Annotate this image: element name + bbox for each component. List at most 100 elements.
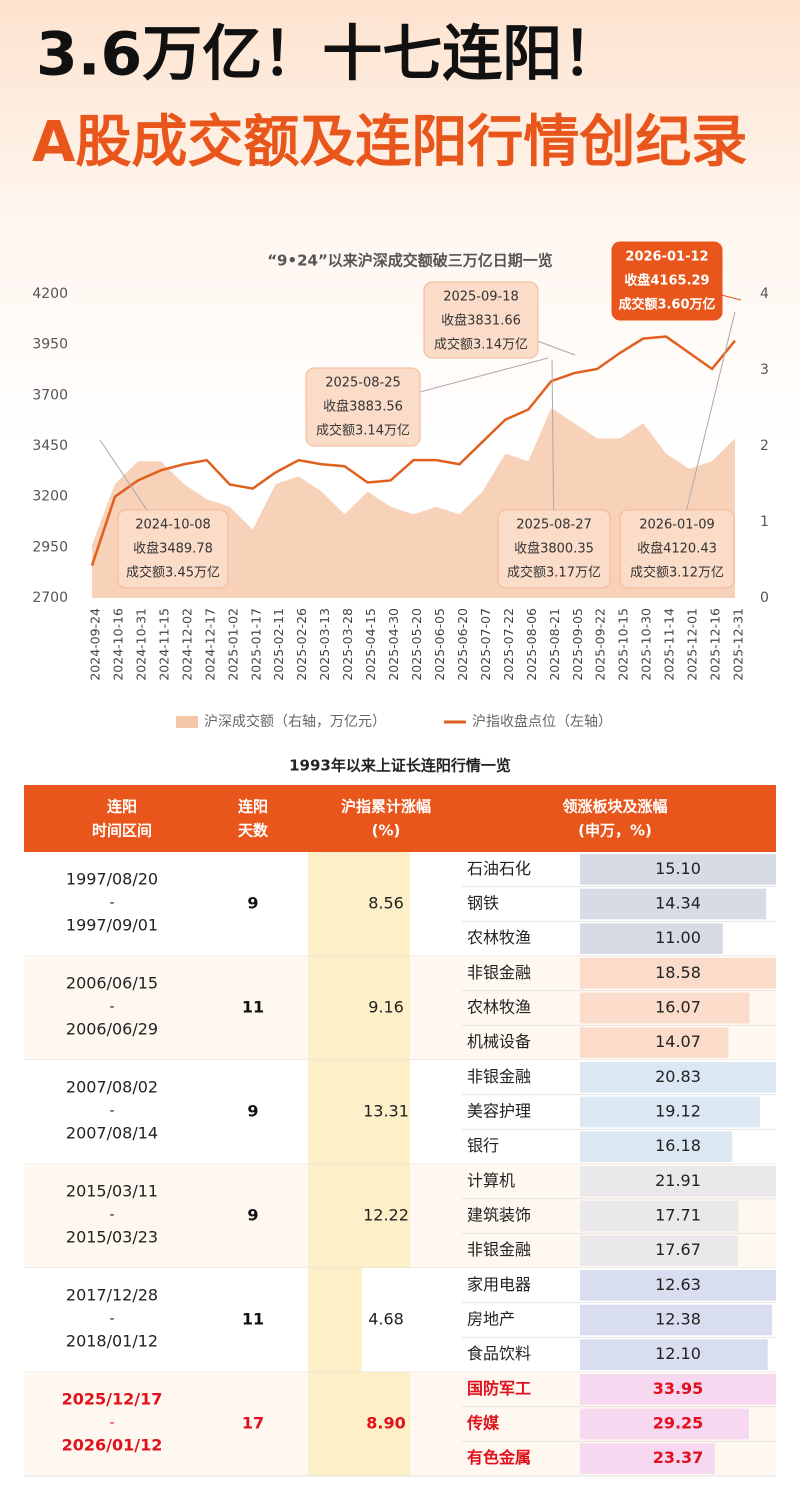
range-sep: - [109, 1103, 114, 1119]
sector-value: 33.95 [653, 1379, 704, 1398]
days: 9 [247, 1102, 258, 1121]
y2-tick-label: 3 [760, 362, 769, 378]
range-end: 2015/03/23 [66, 1228, 158, 1247]
sector-value: 11.00 [655, 928, 701, 947]
x-tick-label: 2025-04-15 [363, 608, 378, 681]
header-text: 天数 [238, 822, 269, 840]
sector-bar [580, 1304, 773, 1336]
sector-name: 传媒 [466, 1414, 500, 1433]
pct-strip [308, 852, 410, 956]
sector-name: 计算机 [467, 1171, 515, 1190]
y-tick-label: 3200 [32, 489, 68, 505]
x-tick-label: 2025-09-22 [593, 608, 608, 681]
range-sep: - [109, 1207, 114, 1223]
sector-name: 石油石化 [467, 859, 531, 878]
header-text: (%) [372, 822, 401, 840]
pct: 13.31 [363, 1102, 409, 1121]
sector-bar [580, 1270, 776, 1301]
pct: 8.90 [366, 1414, 405, 1433]
sector-name: 建筑装饰 [467, 1206, 531, 1225]
table-title: 1993年以来上证长连阳行情一览 [289, 757, 511, 775]
x-tick-label: 2025-03-28 [340, 608, 355, 681]
sector-bar [580, 1166, 776, 1197]
range-end: 1997/09/01 [66, 916, 158, 935]
sector-value: 18.58 [655, 963, 701, 982]
range-start: 2017/12/28 [66, 1286, 158, 1305]
range-start: 2015/03/11 [66, 1182, 158, 1201]
sector-value: 14.34 [655, 894, 701, 913]
callout-box [423, 281, 539, 359]
sector-bar [580, 1443, 715, 1474]
callout-text: 2025-09-18 [443, 290, 519, 305]
x-tick-label: 2024-12-02 [179, 608, 194, 681]
sector-name: 农林牧渔 [467, 928, 531, 947]
pct-strip [308, 1164, 410, 1268]
range-start: 2006/06/15 [66, 974, 158, 993]
index-line [90, 335, 736, 566]
sector-value: 21.91 [655, 1171, 701, 1190]
sector-value: 12.63 [655, 1275, 701, 1294]
pct-strip [308, 1268, 362, 1372]
callout-box [611, 241, 723, 321]
x-tick-label: 2025-06-20 [455, 608, 470, 681]
sector-value: 19.12 [655, 1102, 701, 1121]
sector-bar [580, 1096, 760, 1128]
sector-name: 房地产 [467, 1310, 515, 1329]
days: 9 [247, 1206, 258, 1225]
sector-bar [580, 1027, 729, 1058]
pct: 8.56 [368, 894, 404, 913]
sector-value: 17.71 [655, 1206, 701, 1225]
callout-text: 2026-01-12 [625, 250, 708, 265]
days: 11 [242, 998, 264, 1017]
range-end: 2006/06/29 [66, 1020, 158, 1039]
range-start: 2007/08/02 [66, 1078, 158, 1097]
x-tick-label: 2025-12-31 [731, 608, 746, 681]
y-tick-label: 2950 [32, 539, 68, 555]
x-tick-label: 2025-05-20 [409, 608, 424, 681]
x-tick-label: 2025-04-30 [386, 608, 401, 681]
days: 9 [247, 894, 258, 913]
x-tick-label: 2025-07-22 [501, 608, 516, 681]
callout-text: 2026-01-09 [639, 518, 715, 533]
x-tick-label: 2025-02-11 [271, 608, 286, 681]
range-sep: - [109, 1415, 114, 1431]
x-tick-label: 2025-10-30 [639, 608, 654, 681]
header-text: (申万，%) [578, 822, 652, 840]
pct: 9.16 [368, 998, 404, 1017]
sector-bar [580, 923, 723, 954]
pct-strip [308, 1060, 410, 1164]
sector-value: 14.07 [655, 1032, 701, 1051]
pct: 12.22 [363, 1206, 409, 1225]
x-tick-label: 2025-08-06 [524, 608, 539, 681]
sector-bar [580, 1408, 749, 1440]
callout-text: 收盘3883.56 [323, 399, 403, 415]
range-sep: - [109, 999, 114, 1015]
range-start: 1997/08/20 [66, 870, 158, 889]
title: 3.6万亿！十七连阳！ [36, 20, 622, 90]
sector-value: 17.67 [655, 1240, 701, 1259]
x-tick-label: 2025-06-05 [432, 608, 447, 681]
sector-bar [580, 1374, 776, 1405]
sector-name: 非银金融 [467, 1240, 531, 1259]
sector-value: 23.37 [653, 1448, 704, 1467]
callout-text: 2025-08-27 [516, 518, 592, 533]
header-text: 时间区间 [92, 822, 152, 840]
callout-box [619, 509, 735, 589]
sector-bar [580, 1235, 739, 1266]
range-end: 2007/08/14 [66, 1124, 158, 1143]
header-text: 连阳 [238, 798, 268, 816]
x-tick-label: 2024-10-31 [133, 608, 148, 681]
callout-text: 收盘4165.29 [624, 273, 709, 289]
sector-name: 国防军工 [467, 1379, 531, 1398]
x-tick-label: 2025-02-26 [294, 608, 309, 681]
callout-text: 成交额3.45万亿 [126, 565, 220, 581]
callout-text: 成交额3.60万亿 [618, 297, 715, 313]
x-tick-label: 2025-01-02 [225, 608, 240, 681]
callout-text: 收盘3489.78 [133, 541, 213, 557]
callout-text: 成交额3.12万亿 [630, 565, 724, 581]
sector-value: 16.18 [655, 1136, 701, 1155]
sector-value: 29.25 [653, 1414, 704, 1433]
pct-strip [308, 956, 410, 1060]
callout-text: 成交额3.17万亿 [507, 565, 601, 581]
